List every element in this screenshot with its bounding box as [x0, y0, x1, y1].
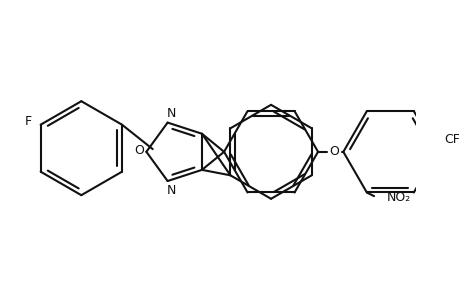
- Text: O: O: [329, 145, 339, 158]
- Text: O: O: [134, 143, 144, 157]
- Text: N: N: [166, 184, 175, 196]
- Text: NO₂: NO₂: [386, 190, 410, 203]
- Text: N: N: [166, 107, 175, 120]
- Text: F: F: [24, 116, 32, 128]
- Text: CF₃: CF₃: [443, 133, 459, 146]
